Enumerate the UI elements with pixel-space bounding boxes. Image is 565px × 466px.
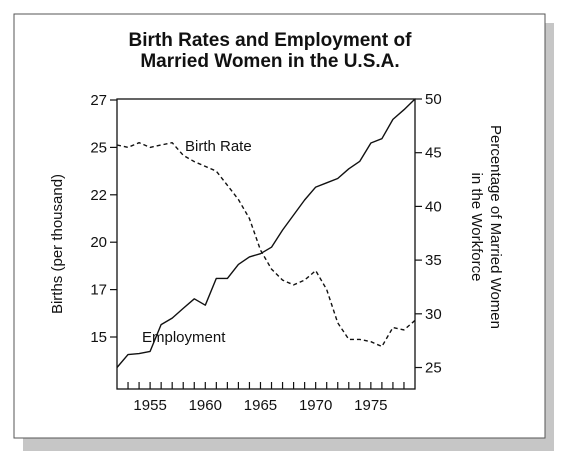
frame-border [13, 13, 546, 439]
series-line-birth-rate [116, 141, 416, 348]
right-tick-label-30: 30 [425, 306, 442, 323]
x-tick-label-1960: 1960 [189, 397, 222, 414]
right-tick-label-35: 35 [425, 252, 442, 269]
series-label-birth-rate: Birth Rate [185, 138, 252, 155]
left-tick-label-20: 20 [90, 234, 107, 251]
x-tick-label-1965: 1965 [244, 397, 277, 414]
right-tick-label-50: 50 [425, 91, 442, 108]
left-tick-label-25: 25 [90, 139, 107, 156]
right-axis-ticks: 25 30 35 40 45 50 [415, 91, 442, 377]
x-tick-label-1970: 1970 [299, 397, 332, 414]
left-axis-label: Births (per thousand) [49, 174, 66, 314]
left-tick-label-17: 17 [90, 282, 107, 299]
left-tick-label-22: 22 [90, 187, 107, 204]
right-tick-label-25: 25 [425, 360, 442, 377]
series-line-employment [116, 98, 416, 368]
x-tick-label-1975: 1975 [354, 397, 387, 414]
plot-area [116, 98, 416, 390]
chart-title-line-2: Married Women in the U.S.A. [140, 51, 399, 72]
x-tick-label-1955: 1955 [133, 397, 166, 414]
left-axis-ticks: 15 17 20 22 25 27 [90, 92, 117, 346]
chart-title-line-1: Birth Rates and Employment of [129, 30, 413, 51]
right-axis-label-line-1: Percentage of Married Women [487, 125, 504, 329]
x-axis-ticks: 1955 1960 1965 1970 1975 [127, 382, 405, 414]
right-axis-label-line-2: in the Workforce [468, 173, 485, 282]
left-tick-label-27: 27 [90, 92, 107, 109]
series-layer [116, 98, 416, 368]
left-tick-label-15: 15 [90, 329, 107, 346]
series-label-employment: Employment [142, 329, 226, 346]
right-tick-label-45: 45 [425, 145, 442, 162]
right-tick-label-40: 40 [425, 198, 442, 215]
